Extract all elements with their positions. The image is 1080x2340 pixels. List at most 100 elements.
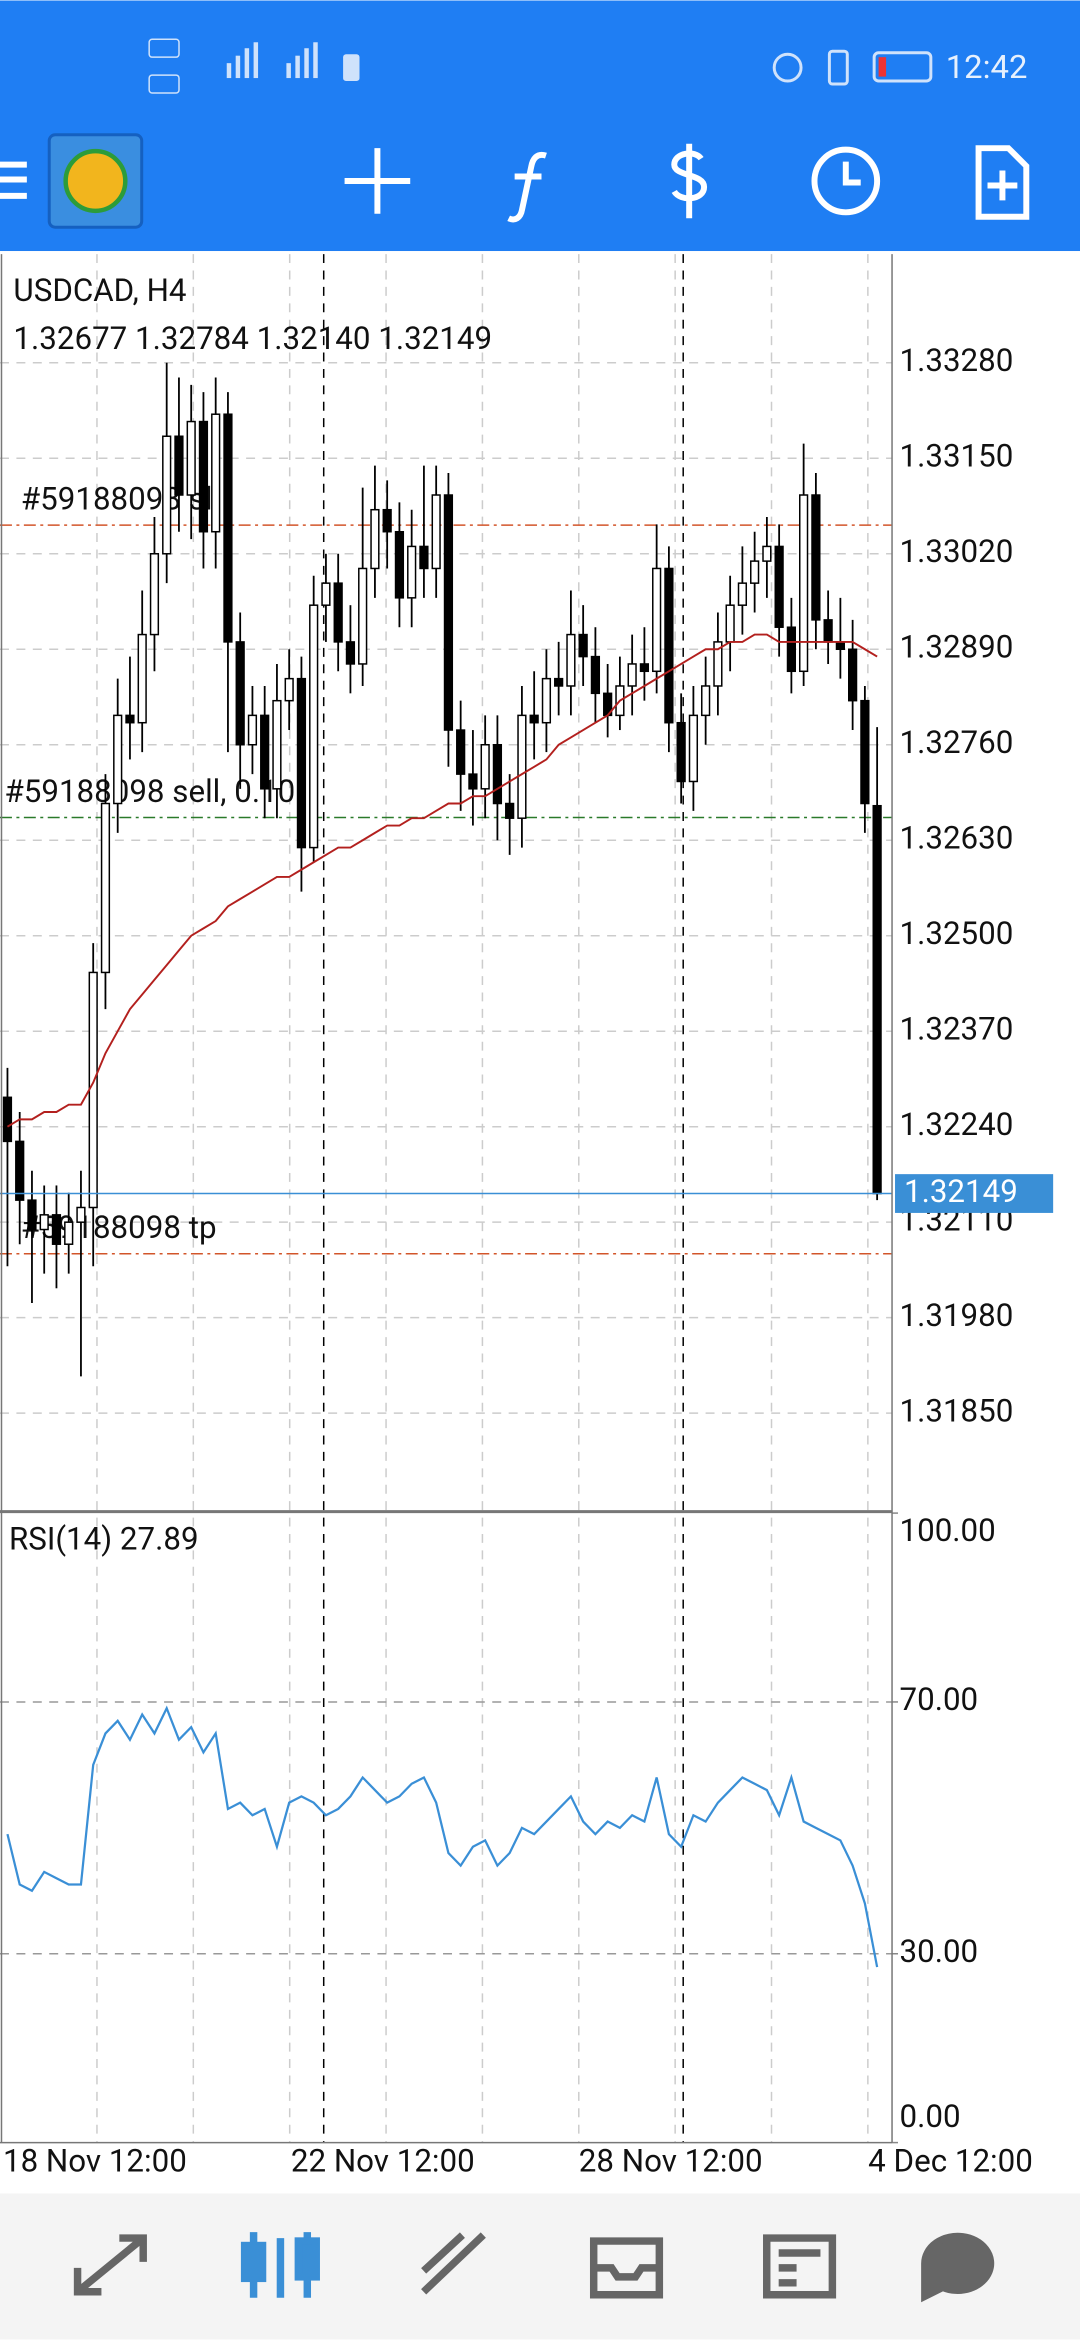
candle-body bbox=[64, 1221, 74, 1245]
y-tick-label: 1.32630 bbox=[900, 820, 1014, 857]
current-price-tag bbox=[895, 1174, 1054, 1213]
candle-body bbox=[848, 648, 858, 702]
candle-body bbox=[676, 721, 686, 783]
candle-body bbox=[468, 773, 478, 790]
indicators-button[interactable] bbox=[507, 151, 547, 223]
candle-body bbox=[823, 619, 833, 643]
candle-body bbox=[774, 545, 784, 628]
y-tick-label: 1.33150 bbox=[900, 438, 1014, 475]
candle-body bbox=[15, 1140, 25, 1201]
y-tick-label: 1.33280 bbox=[900, 342, 1014, 379]
y-tick-label: 1.32890 bbox=[900, 629, 1014, 666]
candle-body bbox=[725, 604, 735, 643]
trade-tab[interactable] bbox=[421, 2232, 486, 2295]
candle-body bbox=[431, 494, 441, 570]
candle-body bbox=[321, 582, 331, 606]
moving-average bbox=[6, 633, 878, 1128]
x-tick-label: 4 Dec 12:00 bbox=[868, 2143, 1033, 2180]
candle-body bbox=[223, 413, 233, 643]
candle-body bbox=[358, 567, 368, 665]
candle-body bbox=[51, 1214, 62, 1245]
candle-body bbox=[382, 508, 392, 533]
candle-body bbox=[590, 655, 601, 695]
y-tick-label: 1.32370 bbox=[900, 1010, 1014, 1047]
candle-body bbox=[345, 641, 356, 665]
candle-body bbox=[456, 729, 466, 775]
candle-body bbox=[480, 743, 490, 790]
candle-body bbox=[88, 971, 98, 1209]
candle-body bbox=[2, 1096, 13, 1143]
candle-body bbox=[137, 633, 147, 724]
candle-body bbox=[247, 714, 258, 746]
candle-body bbox=[419, 545, 429, 570]
candle-body bbox=[370, 508, 380, 570]
candle-body bbox=[272, 699, 282, 790]
trade-button[interactable] bbox=[671, 143, 708, 219]
news-tab[interactable] bbox=[763, 2234, 837, 2299]
candle-body bbox=[762, 545, 772, 562]
candle-body bbox=[713, 641, 723, 687]
candle-body bbox=[872, 804, 882, 1195]
candle-body bbox=[578, 633, 588, 658]
status-time: 12:42 bbox=[946, 49, 1028, 87]
candle-body bbox=[639, 663, 650, 673]
y-tick-label: 1.32500 bbox=[900, 915, 1014, 952]
candle-body bbox=[701, 685, 711, 717]
candle-body bbox=[443, 494, 454, 731]
x-tick-label: 28 Nov 12:00 bbox=[579, 2143, 763, 2180]
candle-body bbox=[309, 604, 319, 849]
candle-body bbox=[174, 435, 184, 496]
candle-body bbox=[786, 626, 797, 673]
candle-body bbox=[737, 582, 748, 606]
status-icons bbox=[148, 38, 933, 94]
quotes-tab[interactable] bbox=[73, 2234, 147, 2296]
candle-body bbox=[125, 714, 135, 724]
y-tick-label: 1.31850 bbox=[900, 1392, 1014, 1429]
candle-body bbox=[27, 1199, 37, 1231]
candle-body bbox=[505, 802, 515, 819]
top-bar bbox=[0, 0, 1080, 252]
chart-subtitle: 1.32677 1.32784 1.32140 1.32149 bbox=[13, 320, 492, 357]
candle-body bbox=[554, 677, 564, 687]
order-label: #59188098 sl bbox=[21, 481, 213, 518]
candle-body bbox=[162, 435, 172, 555]
candle-body bbox=[198, 420, 209, 533]
candle-body bbox=[76, 1206, 86, 1223]
candle-body bbox=[149, 553, 160, 636]
y-tick-label: 0.00 bbox=[900, 2098, 961, 2135]
timeframe-button[interactable] bbox=[811, 146, 881, 216]
candle-body bbox=[664, 567, 674, 724]
candle-body bbox=[211, 413, 221, 533]
candle-body bbox=[186, 420, 196, 496]
candle-body bbox=[394, 530, 405, 599]
candle-body bbox=[260, 714, 270, 790]
rsi-line bbox=[6, 1705, 879, 1968]
y-tick-label: 100.00 bbox=[900, 1512, 996, 1549]
candle-body bbox=[39, 1214, 49, 1231]
history-tab[interactable] bbox=[589, 2237, 664, 2299]
order-label: #59188098 tp bbox=[21, 1209, 217, 1246]
candle-body bbox=[333, 582, 343, 643]
crosshair-button[interactable] bbox=[344, 148, 411, 214]
y-tick-label: 1.33020 bbox=[900, 533, 1014, 570]
candle-body bbox=[860, 699, 870, 805]
candle-body bbox=[296, 677, 307, 849]
menu-button[interactable] bbox=[0, 161, 27, 199]
candle-body bbox=[799, 494, 809, 673]
objects-button[interactable] bbox=[975, 145, 1030, 220]
candle-body bbox=[750, 560, 760, 584]
candle-body bbox=[541, 677, 552, 724]
rsi-title: RSI(14) 27.89 bbox=[9, 1521, 199, 1558]
chat-tab[interactable] bbox=[921, 2232, 995, 2303]
candle-body bbox=[566, 633, 576, 687]
y-tick-label: 1.32240 bbox=[900, 1106, 1014, 1143]
app-logo-mark bbox=[63, 148, 128, 214]
candle-body bbox=[407, 545, 417, 599]
current-price-label: 1.32149 bbox=[904, 1173, 1018, 1210]
candle-body bbox=[100, 802, 111, 974]
candle-body bbox=[517, 714, 527, 819]
candle-body bbox=[235, 641, 245, 746]
y-tick-label: 1.31980 bbox=[900, 1297, 1014, 1334]
candle-body bbox=[688, 714, 699, 783]
